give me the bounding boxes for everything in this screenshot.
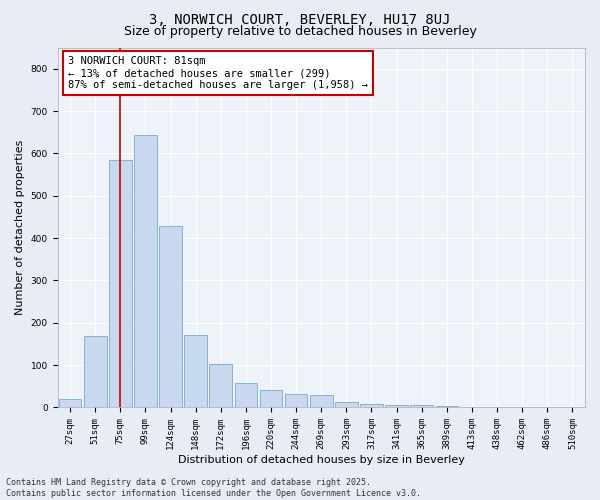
- Bar: [285, 394, 307, 407]
- Text: 3, NORWICH COURT, BEVERLEY, HU17 8UJ: 3, NORWICH COURT, BEVERLEY, HU17 8UJ: [149, 12, 451, 26]
- Bar: [159, 226, 182, 408]
- Bar: [335, 402, 358, 407]
- Bar: [235, 384, 257, 407]
- Y-axis label: Number of detached properties: Number of detached properties: [15, 140, 25, 315]
- Text: 3 NORWICH COURT: 81sqm
← 13% of detached houses are smaller (299)
87% of semi-de: 3 NORWICH COURT: 81sqm ← 13% of detached…: [68, 56, 368, 90]
- X-axis label: Distribution of detached houses by size in Beverley: Distribution of detached houses by size …: [178, 455, 465, 465]
- Bar: [260, 390, 283, 407]
- Bar: [436, 406, 458, 407]
- Bar: [59, 399, 82, 407]
- Bar: [209, 364, 232, 408]
- Bar: [385, 406, 408, 407]
- Bar: [134, 135, 157, 407]
- Bar: [109, 160, 131, 408]
- Bar: [84, 336, 107, 407]
- Bar: [410, 406, 433, 407]
- Bar: [184, 334, 207, 407]
- Bar: [310, 395, 332, 407]
- Text: Contains HM Land Registry data © Crown copyright and database right 2025.
Contai: Contains HM Land Registry data © Crown c…: [6, 478, 421, 498]
- Text: Size of property relative to detached houses in Beverley: Size of property relative to detached ho…: [124, 25, 476, 38]
- Bar: [360, 404, 383, 407]
